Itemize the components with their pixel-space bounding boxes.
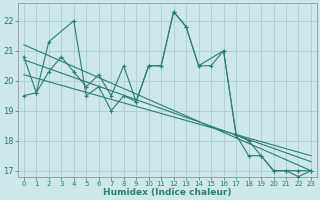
- X-axis label: Humidex (Indice chaleur): Humidex (Indice chaleur): [103, 188, 232, 197]
